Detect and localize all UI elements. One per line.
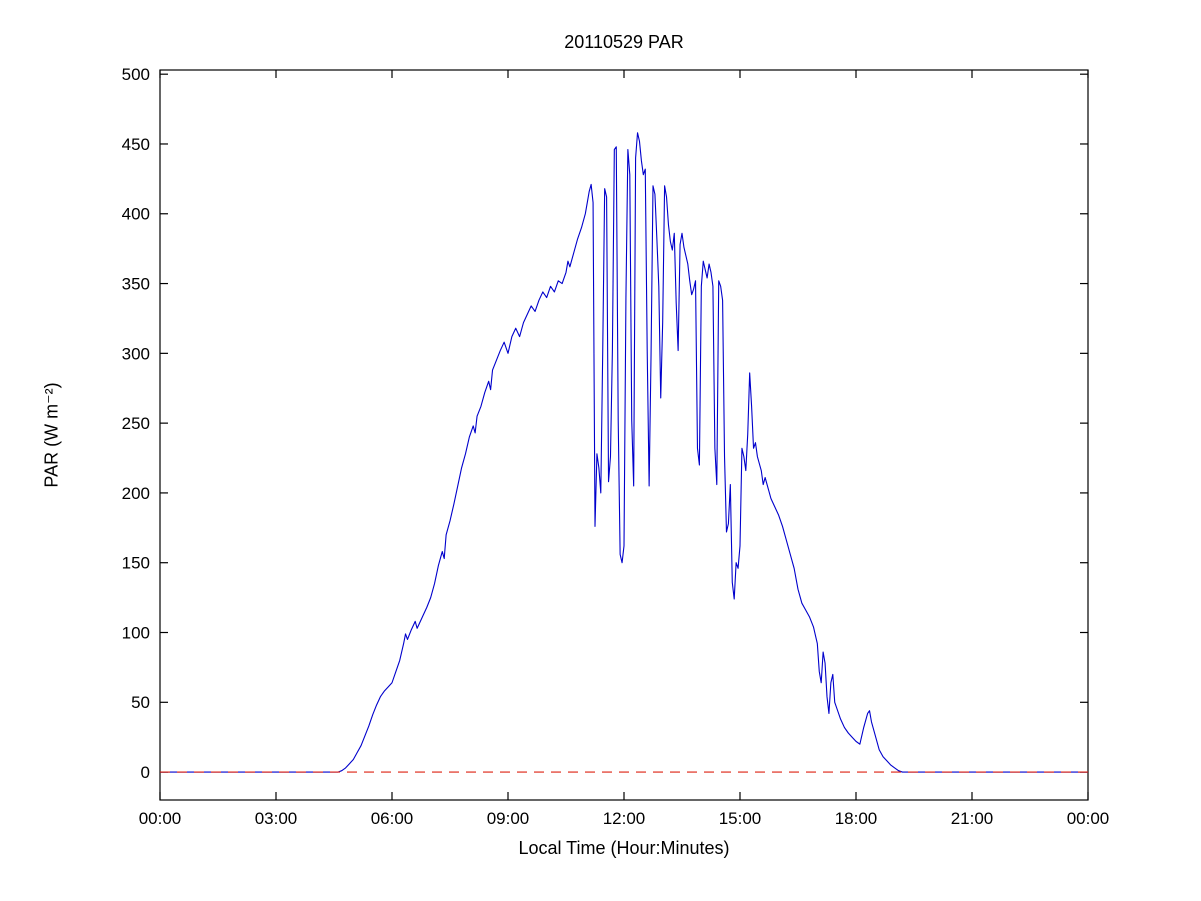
x-tick-label: 06:00 (371, 809, 414, 828)
axis-frame (159, 69, 1089, 801)
y-tick-label: 350 (122, 275, 150, 294)
x-tick-label: 15:00 (719, 809, 762, 828)
chart-title: 20110529 PAR (564, 32, 684, 52)
y-tick-label: 450 (122, 135, 150, 154)
y-tick-label: 400 (122, 205, 150, 224)
y-tick-label: 250 (122, 414, 150, 433)
x-tick-label: 18:00 (835, 809, 878, 828)
x-tick-label: 09:00 (487, 809, 530, 828)
y-tick-label: 150 (122, 554, 150, 573)
y-tick-label: 0 (141, 763, 150, 782)
y-tick-label: 100 (122, 623, 150, 642)
x-tick-label: 00:00 (139, 809, 182, 828)
x-tick-label: 03:00 (255, 809, 298, 828)
x-tick-label: 00:00 (1067, 809, 1110, 828)
y-tick-label: 300 (122, 344, 150, 363)
y-tick-label: 500 (122, 65, 150, 84)
par-series-line (160, 132, 1088, 773)
x-tick-label: 21:00 (951, 809, 994, 828)
y-tick-label: 50 (131, 693, 150, 712)
x-tick-label: 12:00 (603, 809, 646, 828)
y-tick-label: 200 (122, 484, 150, 503)
x-axis-label: Local Time (Hour:Minutes) (518, 838, 730, 858)
y-axis-label: PAR (W m⁻²) (41, 382, 62, 488)
